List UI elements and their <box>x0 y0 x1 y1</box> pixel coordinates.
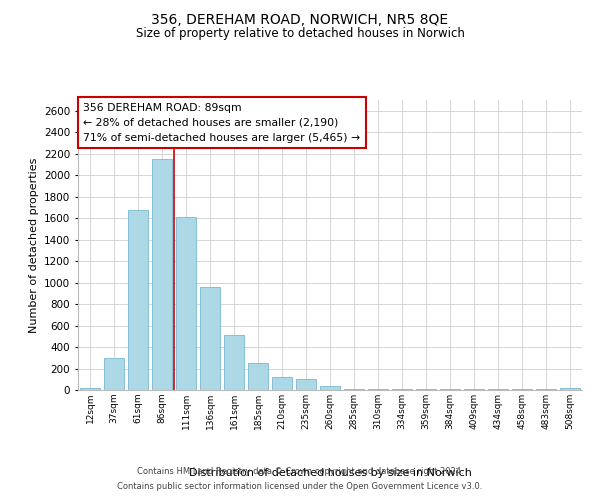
Bar <box>104 358 124 390</box>
Bar <box>200 287 220 390</box>
Bar <box>272 376 292 390</box>
Text: 356 DEREHAM ROAD: 89sqm
← 28% of detached houses are smaller (2,190)
71% of semi: 356 DEREHAM ROAD: 89sqm ← 28% of detache… <box>83 103 360 142</box>
Bar <box>176 217 196 390</box>
Y-axis label: Number of detached properties: Number of detached properties <box>29 158 38 332</box>
X-axis label: Distribution of detached houses by size in Norwich: Distribution of detached houses by size … <box>188 468 472 478</box>
Text: Contains public sector information licensed under the Open Government Licence v3: Contains public sector information licen… <box>118 482 482 491</box>
Text: 356, DEREHAM ROAD, NORWICH, NR5 8QE: 356, DEREHAM ROAD, NORWICH, NR5 8QE <box>151 12 449 26</box>
Bar <box>152 159 172 390</box>
Text: Size of property relative to detached houses in Norwich: Size of property relative to detached ho… <box>136 28 464 40</box>
Bar <box>560 388 580 390</box>
Bar <box>320 386 340 390</box>
Text: Contains HM Land Registry data © Crown copyright and database right 2024.: Contains HM Land Registry data © Crown c… <box>137 467 463 476</box>
Bar <box>80 388 100 390</box>
Bar <box>296 380 316 390</box>
Bar <box>248 362 268 390</box>
Bar <box>128 210 148 390</box>
Bar <box>224 335 244 390</box>
